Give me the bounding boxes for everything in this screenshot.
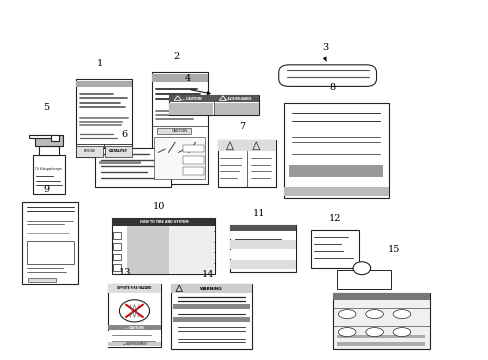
Bar bbox=[113, 253, 121, 260]
Bar bbox=[107, 284, 161, 293]
Bar bbox=[171, 284, 251, 349]
Text: HOW TO TIRE AND SYSTEM: HOW TO TIRE AND SYSTEM bbox=[139, 220, 188, 224]
Text: 8: 8 bbox=[329, 83, 335, 92]
Bar bbox=[95, 148, 171, 187]
Bar bbox=[172, 304, 250, 309]
Text: ⚠ AVIS/EN.GARDE: ⚠ AVIS/EN.GARDE bbox=[224, 97, 251, 101]
Circle shape bbox=[352, 262, 370, 275]
Bar bbox=[113, 232, 121, 239]
Text: BROSE: BROSE bbox=[83, 149, 95, 153]
Bar bbox=[283, 103, 388, 198]
Bar bbox=[337, 342, 425, 346]
Text: 15: 15 bbox=[386, 245, 399, 254]
Bar bbox=[182, 144, 203, 152]
Text: 3: 3 bbox=[322, 43, 327, 52]
Text: CAUTION: CAUTION bbox=[171, 129, 187, 133]
Text: 10: 10 bbox=[152, 202, 165, 211]
Ellipse shape bbox=[338, 310, 355, 319]
Bar bbox=[107, 325, 161, 330]
Text: WARNING: WARNING bbox=[200, 287, 223, 291]
Bar bbox=[29, 135, 51, 138]
Bar bbox=[151, 72, 207, 184]
Bar bbox=[288, 165, 383, 177]
Bar bbox=[33, 155, 64, 194]
Bar bbox=[26, 240, 74, 264]
Bar bbox=[168, 103, 213, 115]
Bar bbox=[112, 218, 215, 274]
Text: CATALYST: CATALYST bbox=[109, 149, 128, 153]
Bar bbox=[22, 202, 78, 284]
Text: 12: 12 bbox=[328, 214, 341, 223]
Ellipse shape bbox=[392, 328, 410, 337]
Bar bbox=[113, 264, 121, 271]
Text: 9: 9 bbox=[43, 185, 49, 194]
Bar bbox=[310, 230, 359, 268]
Bar bbox=[112, 218, 215, 226]
Bar bbox=[171, 284, 251, 293]
Bar bbox=[172, 317, 250, 322]
Bar bbox=[229, 260, 295, 269]
Text: 11: 11 bbox=[252, 209, 265, 218]
Text: 5: 5 bbox=[43, 103, 49, 112]
Text: ⚠ AVERTISSEMENT: ⚠ AVERTISSEMENT bbox=[122, 342, 146, 346]
Bar bbox=[217, 140, 276, 187]
Bar bbox=[107, 342, 161, 346]
Bar bbox=[337, 335, 425, 338]
Text: 7: 7 bbox=[239, 122, 244, 131]
Bar bbox=[168, 95, 259, 102]
Bar bbox=[169, 226, 214, 274]
Bar bbox=[337, 270, 390, 289]
FancyBboxPatch shape bbox=[278, 65, 376, 86]
Bar bbox=[182, 167, 203, 175]
Bar bbox=[27, 278, 56, 282]
Ellipse shape bbox=[365, 310, 383, 319]
Bar bbox=[283, 186, 388, 196]
Bar bbox=[76, 146, 102, 157]
Bar bbox=[229, 250, 295, 259]
Bar bbox=[107, 284, 161, 347]
Bar bbox=[229, 239, 295, 249]
Circle shape bbox=[119, 300, 149, 322]
Text: 6: 6 bbox=[122, 130, 127, 139]
Bar bbox=[229, 225, 295, 231]
Bar bbox=[157, 128, 190, 135]
Bar bbox=[332, 293, 429, 349]
Bar bbox=[168, 95, 259, 115]
Bar bbox=[35, 135, 62, 146]
Bar bbox=[217, 140, 276, 151]
Bar bbox=[39, 146, 59, 155]
Text: 4: 4 bbox=[185, 74, 191, 83]
Ellipse shape bbox=[338, 328, 355, 337]
Bar bbox=[154, 137, 204, 179]
Bar bbox=[51, 135, 59, 141]
Bar bbox=[229, 225, 295, 272]
Ellipse shape bbox=[392, 310, 410, 319]
Bar bbox=[214, 103, 259, 115]
Bar bbox=[332, 293, 429, 300]
Text: ⚠ CAUTION: ⚠ CAUTION bbox=[125, 325, 143, 329]
Text: ⚠ CAUTION: ⚠ CAUTION bbox=[181, 97, 201, 101]
Text: 14: 14 bbox=[201, 270, 214, 279]
Bar bbox=[182, 156, 203, 163]
Text: 1: 1 bbox=[97, 59, 103, 68]
Bar bbox=[105, 146, 132, 157]
Text: OFFSITE FIRE HAZARD: OFFSITE FIRE HAZARD bbox=[117, 287, 151, 291]
Bar bbox=[99, 161, 141, 164]
Bar bbox=[126, 226, 169, 274]
Bar bbox=[107, 331, 161, 347]
Bar bbox=[76, 81, 132, 87]
Bar bbox=[113, 243, 121, 249]
Text: 13: 13 bbox=[118, 268, 131, 277]
Bar bbox=[76, 79, 132, 157]
Text: 1% Videogap bungen: 1% Videogap bungen bbox=[35, 167, 62, 171]
Text: 2: 2 bbox=[173, 52, 179, 61]
Bar bbox=[229, 229, 295, 239]
Ellipse shape bbox=[365, 328, 383, 337]
Bar bbox=[151, 74, 207, 82]
